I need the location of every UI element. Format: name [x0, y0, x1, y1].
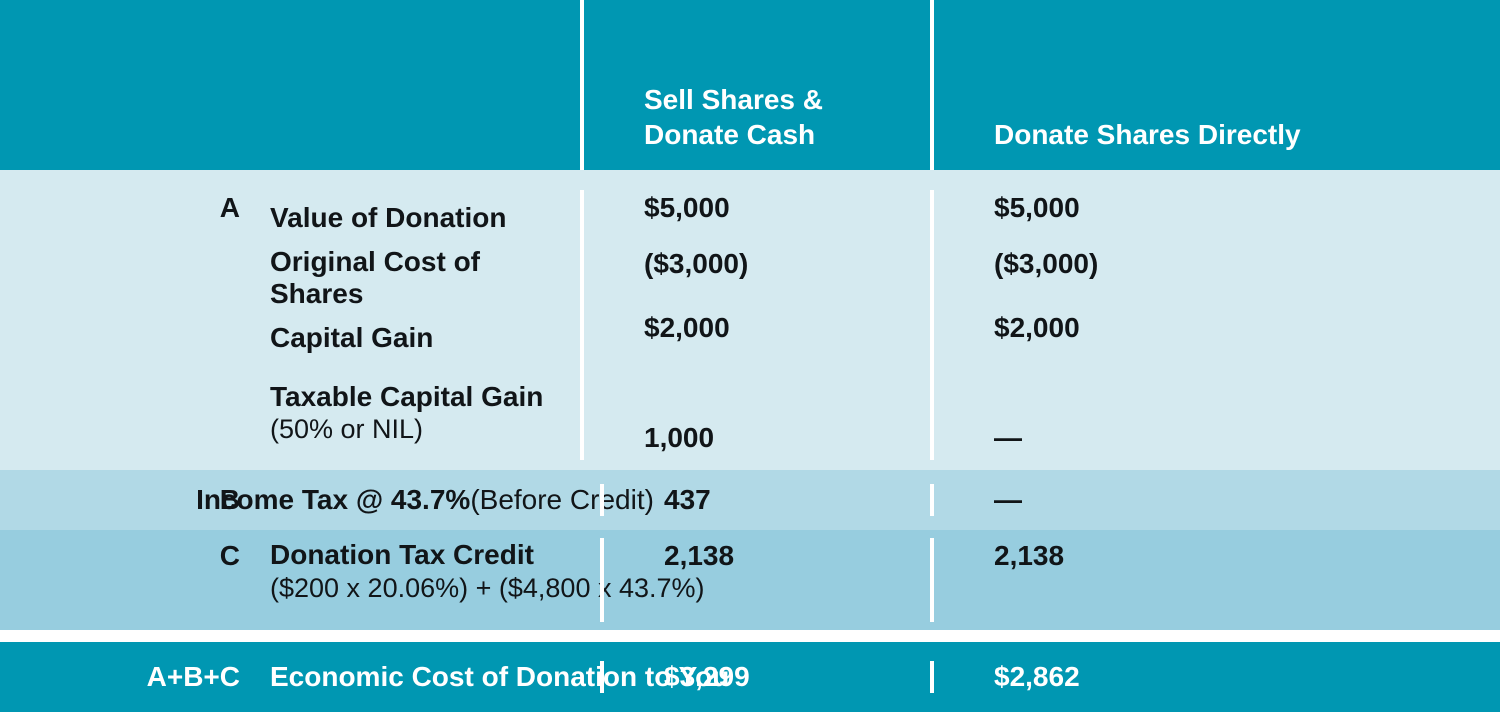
footer-row: A+B+C Economic Cost of Donation to You $…: [0, 642, 1500, 712]
row-c-sub-text: ($200 x 20.06%) + ($4,800 x 43.7%): [270, 572, 580, 606]
row-b-label: Income Tax @ 43.7% (Before Credit): [270, 484, 600, 516]
row-a4-label: Taxable Capital Gain (50% or NIL): [270, 366, 580, 460]
row-a1-label-text: Value of Donation: [270, 202, 560, 234]
row-a2-label-text: Original Cost of Shares: [270, 246, 560, 310]
row-a2-tag-spacer: [0, 246, 270, 310]
row-a4-sub-text: (50% or NIL): [270, 413, 560, 445]
section-b: B Income Tax @ 43.7% (Before Credit) 437…: [0, 470, 1500, 530]
row-a3-tag-spacer: [0, 310, 270, 366]
row-a2-v2: ($3,000): [930, 246, 1500, 310]
row-a3-v2: $2,000: [930, 310, 1500, 366]
row-original-cost: Original Cost of Shares ($3,000) ($3,000…: [0, 246, 1500, 310]
row-c-label-text: Donation Tax Credit: [270, 538, 580, 572]
row-b-v1: 437: [600, 484, 930, 516]
header-spacer-tag: [0, 0, 270, 170]
row-c-v2: 2,138: [930, 538, 1500, 622]
footer-v2: $2,862: [930, 661, 1500, 693]
row-a4-tag-spacer: [0, 366, 270, 460]
footer-label: Economic Cost of Donation to You: [270, 661, 600, 693]
comparison-table: Sell Shares &Donate Cash Donate Shares D…: [0, 0, 1500, 712]
row-taxable-capital-gain: Taxable Capital Gain (50% or NIL) 1,000 …: [0, 366, 1500, 460]
header-col-2-text: Donate Shares Directly: [994, 117, 1301, 152]
row-a1-v2: $5,000: [930, 190, 1500, 246]
row-a4-label-text: Taxable Capital Gain: [270, 381, 560, 413]
section-c: C Donation Tax Credit ($200 x 20.06%) + …: [0, 530, 1500, 630]
row-c-label: Donation Tax Credit ($200 x 20.06%) + ($…: [270, 538, 600, 622]
row-a1-v1: $5,000: [580, 190, 930, 246]
table-header: Sell Shares &Donate Cash Donate Shares D…: [0, 0, 1500, 170]
row-a3-label: Capital Gain: [270, 310, 580, 366]
header-col-1: Sell Shares &Donate Cash: [580, 0, 930, 170]
row-a4-v2-text: —: [994, 422, 1021, 454]
footer-v1: $3,299: [600, 661, 930, 693]
header-spacer-label: [270, 0, 580, 170]
row-value-of-donation: A Value of Donation $5,000 $5,000: [0, 190, 1500, 246]
row-a4-v2: —: [930, 366, 1500, 460]
row-b-v2-text: —: [994, 484, 1021, 516]
row-a3-label-text: Capital Gain: [270, 322, 560, 354]
row-a2-v1: ($3,000): [580, 246, 930, 310]
row-c-v1: 2,138: [600, 538, 930, 622]
row-b-v2: —: [930, 484, 1500, 516]
row-capital-gain: Capital Gain $2,000 $2,000: [0, 310, 1500, 366]
section-c-tag: C: [0, 538, 270, 622]
row-a3-v1: $2,000: [580, 310, 930, 366]
row-a4-v1: 1,000: [580, 366, 930, 460]
section-a-tag: A: [0, 190, 270, 246]
row-b-label-text: Income Tax @ 43.7%: [196, 484, 470, 516]
section-a: A Value of Donation $5,000 $5,000 Origin…: [0, 170, 1500, 470]
row-a1-label: Value of Donation: [270, 190, 580, 246]
footer-tag: A+B+C: [0, 661, 270, 693]
header-col-1-text: Sell Shares &Donate Cash: [644, 82, 823, 152]
divider-gap: [0, 630, 1500, 642]
row-a2-label: Original Cost of Shares: [270, 246, 580, 310]
footer-label-text: Economic Cost of Donation to You: [270, 661, 580, 693]
header-col-2: Donate Shares Directly: [930, 0, 1500, 170]
